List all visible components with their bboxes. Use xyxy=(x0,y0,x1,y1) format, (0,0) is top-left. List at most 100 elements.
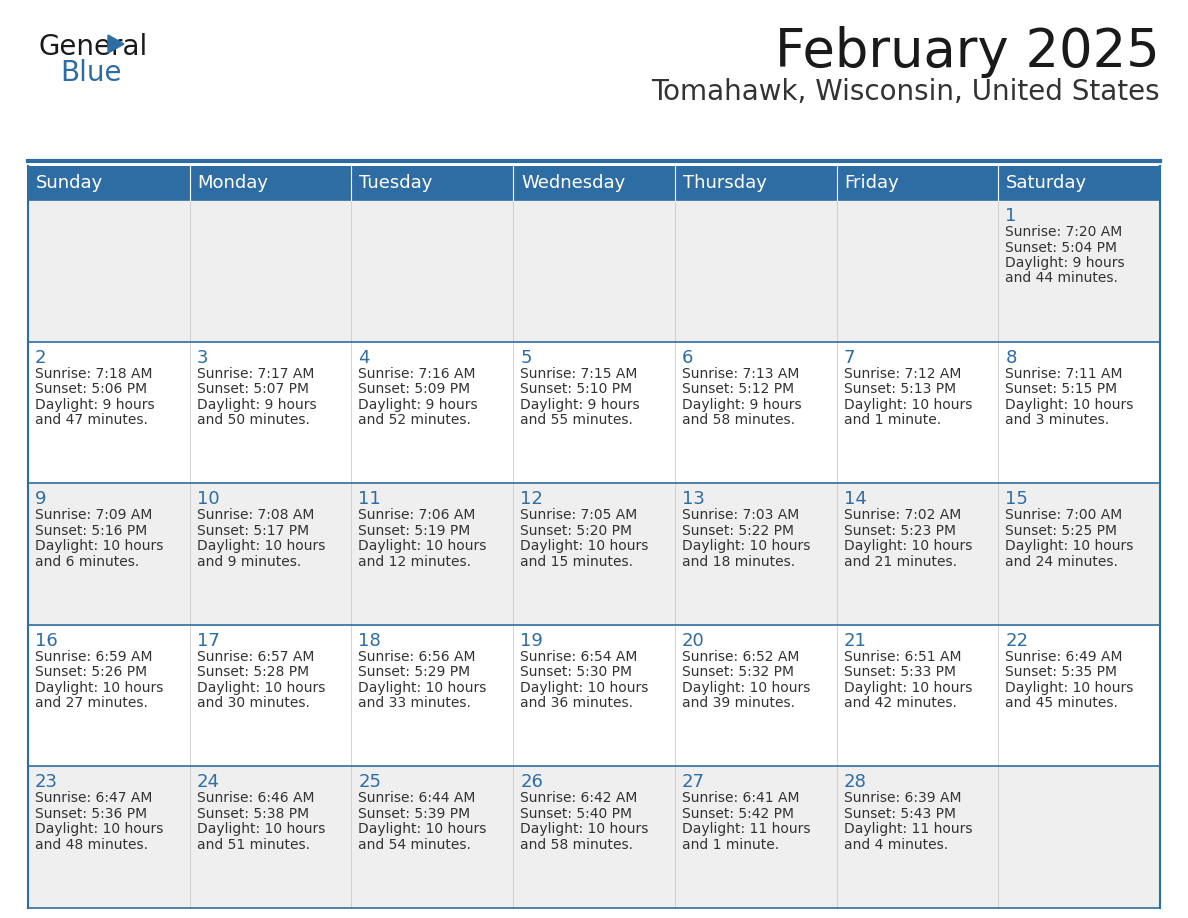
Text: Sunrise: 7:16 AM: Sunrise: 7:16 AM xyxy=(359,366,476,381)
Text: Sunday: Sunday xyxy=(36,174,103,192)
Bar xyxy=(836,200,998,341)
Text: Sunrise: 6:56 AM: Sunrise: 6:56 AM xyxy=(359,650,476,664)
Text: Daylight: 9 hours: Daylight: 9 hours xyxy=(197,397,316,411)
Bar xyxy=(190,341,352,483)
Bar xyxy=(29,166,190,200)
Text: 28: 28 xyxy=(843,773,866,791)
Bar xyxy=(513,200,675,341)
Text: Daylight: 10 hours: Daylight: 10 hours xyxy=(520,823,649,836)
Text: and 51 minutes.: and 51 minutes. xyxy=(197,838,310,852)
Text: and 1 minute.: and 1 minute. xyxy=(682,838,779,852)
Text: and 9 minutes.: and 9 minutes. xyxy=(197,554,301,568)
Text: Daylight: 9 hours: Daylight: 9 hours xyxy=(682,397,802,411)
Text: Sunrise: 7:03 AM: Sunrise: 7:03 AM xyxy=(682,509,800,522)
Bar xyxy=(513,341,675,483)
Bar xyxy=(352,166,513,200)
Text: and 1 minute.: and 1 minute. xyxy=(843,413,941,427)
Text: Thursday: Thursday xyxy=(683,174,766,192)
Text: Sunrise: 7:05 AM: Sunrise: 7:05 AM xyxy=(520,509,638,522)
Text: 24: 24 xyxy=(197,773,220,791)
Text: 18: 18 xyxy=(359,632,381,650)
Text: and 18 minutes.: and 18 minutes. xyxy=(682,554,795,568)
Text: and 6 minutes.: and 6 minutes. xyxy=(34,554,139,568)
Text: Daylight: 10 hours: Daylight: 10 hours xyxy=(1005,539,1133,554)
Text: Sunset: 5:09 PM: Sunset: 5:09 PM xyxy=(359,382,470,396)
Text: Sunset: 5:06 PM: Sunset: 5:06 PM xyxy=(34,382,147,396)
Text: Sunrise: 7:17 AM: Sunrise: 7:17 AM xyxy=(197,366,314,381)
Text: Sunset: 5:35 PM: Sunset: 5:35 PM xyxy=(1005,666,1117,679)
Bar xyxy=(352,483,513,625)
Bar xyxy=(998,341,1159,483)
Text: Daylight: 9 hours: Daylight: 9 hours xyxy=(34,397,154,411)
Text: Daylight: 10 hours: Daylight: 10 hours xyxy=(359,539,487,554)
Text: Daylight: 10 hours: Daylight: 10 hours xyxy=(843,539,972,554)
Text: 9: 9 xyxy=(34,490,46,509)
Bar xyxy=(352,341,513,483)
Text: Sunset: 5:30 PM: Sunset: 5:30 PM xyxy=(520,666,632,679)
Text: Sunset: 5:16 PM: Sunset: 5:16 PM xyxy=(34,523,147,538)
Text: 20: 20 xyxy=(682,632,704,650)
Text: Sunrise: 6:47 AM: Sunrise: 6:47 AM xyxy=(34,791,152,805)
Text: 5: 5 xyxy=(520,349,532,366)
Text: Sunrise: 7:13 AM: Sunrise: 7:13 AM xyxy=(682,366,800,381)
Text: Sunrise: 6:49 AM: Sunrise: 6:49 AM xyxy=(1005,650,1123,664)
Text: Daylight: 9 hours: Daylight: 9 hours xyxy=(359,397,478,411)
Bar xyxy=(836,341,998,483)
Text: 3: 3 xyxy=(197,349,208,366)
Text: 1: 1 xyxy=(1005,207,1017,225)
Text: Sunset: 5:20 PM: Sunset: 5:20 PM xyxy=(520,523,632,538)
Text: Daylight: 9 hours: Daylight: 9 hours xyxy=(520,397,640,411)
Bar xyxy=(190,483,352,625)
Text: Sunrise: 6:46 AM: Sunrise: 6:46 AM xyxy=(197,791,314,805)
Text: Daylight: 10 hours: Daylight: 10 hours xyxy=(843,681,972,695)
Bar xyxy=(190,625,352,767)
Text: Sunset: 5:32 PM: Sunset: 5:32 PM xyxy=(682,666,794,679)
Text: Sunset: 5:12 PM: Sunset: 5:12 PM xyxy=(682,382,794,396)
Text: Sunset: 5:19 PM: Sunset: 5:19 PM xyxy=(359,523,470,538)
Text: Daylight: 10 hours: Daylight: 10 hours xyxy=(359,681,487,695)
Bar xyxy=(513,483,675,625)
Text: Daylight: 11 hours: Daylight: 11 hours xyxy=(843,823,972,836)
Text: 26: 26 xyxy=(520,773,543,791)
Text: Sunrise: 6:51 AM: Sunrise: 6:51 AM xyxy=(843,650,961,664)
Text: Tuesday: Tuesday xyxy=(360,174,432,192)
Bar xyxy=(675,200,836,341)
Text: 14: 14 xyxy=(843,490,866,509)
Text: Daylight: 10 hours: Daylight: 10 hours xyxy=(34,823,164,836)
Bar xyxy=(675,625,836,767)
Text: Sunrise: 6:39 AM: Sunrise: 6:39 AM xyxy=(843,791,961,805)
Text: and 4 minutes.: and 4 minutes. xyxy=(843,838,948,852)
Text: Sunset: 5:13 PM: Sunset: 5:13 PM xyxy=(843,382,955,396)
Text: 27: 27 xyxy=(682,773,704,791)
Text: and 33 minutes.: and 33 minutes. xyxy=(359,696,472,711)
Bar xyxy=(998,625,1159,767)
Text: and 21 minutes.: and 21 minutes. xyxy=(843,554,956,568)
Text: 12: 12 xyxy=(520,490,543,509)
Text: Sunrise: 7:02 AM: Sunrise: 7:02 AM xyxy=(843,509,961,522)
Text: and 45 minutes.: and 45 minutes. xyxy=(1005,696,1118,711)
Bar xyxy=(29,200,190,341)
Text: 2: 2 xyxy=(34,349,46,366)
Text: and 12 minutes.: and 12 minutes. xyxy=(359,554,472,568)
Bar xyxy=(998,767,1159,908)
Text: Daylight: 10 hours: Daylight: 10 hours xyxy=(520,539,649,554)
Text: 11: 11 xyxy=(359,490,381,509)
Text: and 44 minutes.: and 44 minutes. xyxy=(1005,272,1118,285)
Text: Sunset: 5:40 PM: Sunset: 5:40 PM xyxy=(520,807,632,821)
Text: 25: 25 xyxy=(359,773,381,791)
Text: 17: 17 xyxy=(197,632,220,650)
Bar xyxy=(352,200,513,341)
Bar xyxy=(190,767,352,908)
Bar xyxy=(836,166,998,200)
Text: and 47 minutes.: and 47 minutes. xyxy=(34,413,147,427)
Text: Sunrise: 6:44 AM: Sunrise: 6:44 AM xyxy=(359,791,476,805)
Text: Sunrise: 7:06 AM: Sunrise: 7:06 AM xyxy=(359,509,476,522)
Text: Sunset: 5:28 PM: Sunset: 5:28 PM xyxy=(197,666,309,679)
Text: Sunrise: 7:12 AM: Sunrise: 7:12 AM xyxy=(843,366,961,381)
Text: Sunset: 5:33 PM: Sunset: 5:33 PM xyxy=(843,666,955,679)
Text: 4: 4 xyxy=(359,349,369,366)
Bar xyxy=(513,625,675,767)
Text: Daylight: 9 hours: Daylight: 9 hours xyxy=(1005,256,1125,270)
Bar xyxy=(675,166,836,200)
Bar xyxy=(29,341,190,483)
